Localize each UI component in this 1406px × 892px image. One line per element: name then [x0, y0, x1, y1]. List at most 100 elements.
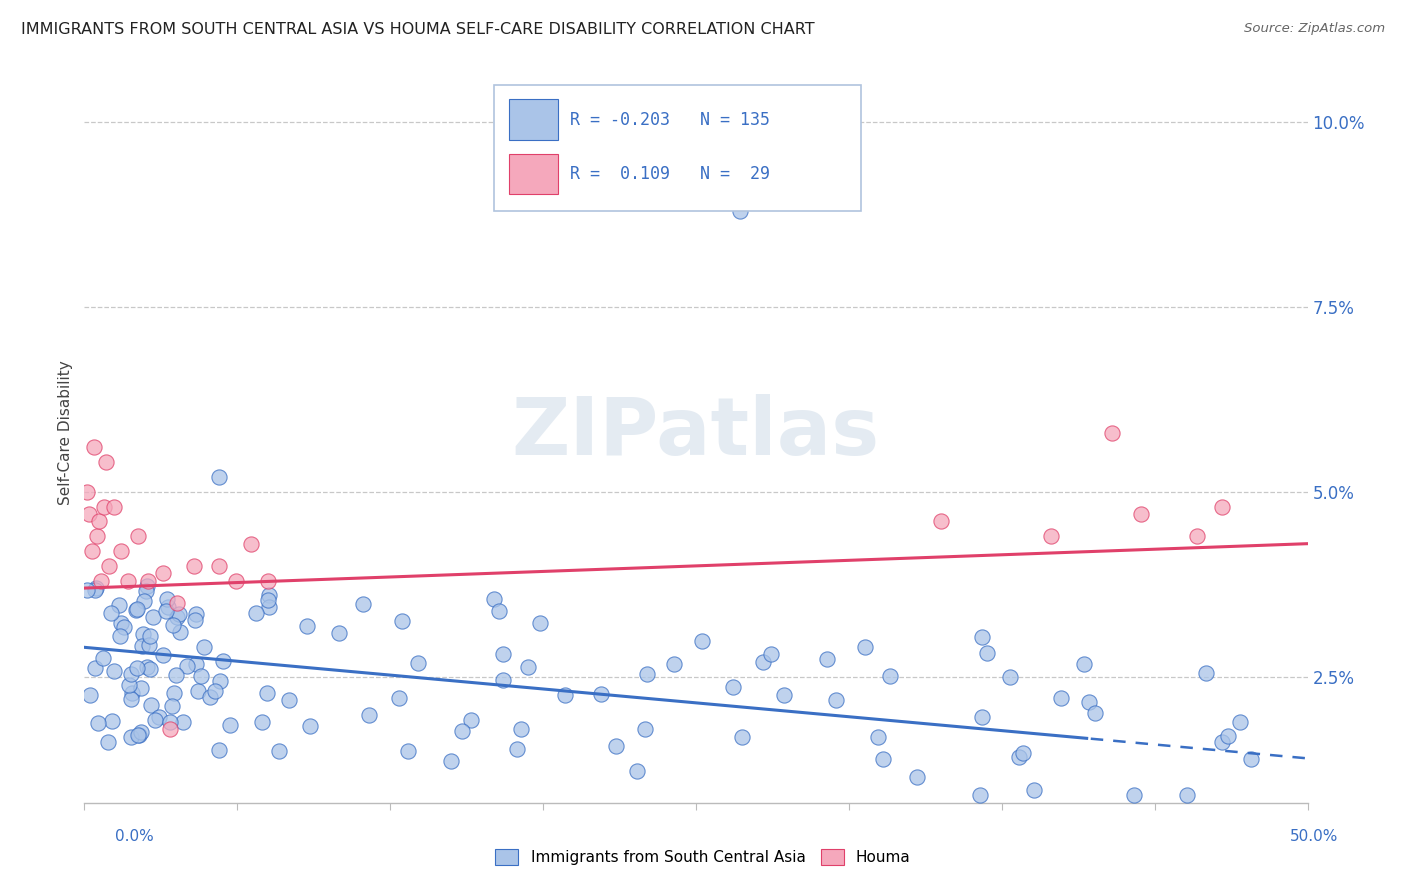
Point — [127, 529, 149, 543]
Text: 50.0%: 50.0% — [1291, 830, 1339, 844]
Point — [87, 715, 110, 730]
Point — [129, 725, 152, 739]
Point — [132, 594, 155, 608]
Point — [245, 606, 267, 620]
Point — [155, 604, 177, 618]
Point — [879, 669, 901, 683]
Point — [391, 615, 413, 629]
Point — [97, 558, 120, 573]
Point — [166, 609, 188, 624]
Point — [90, 574, 112, 588]
Point — [121, 686, 143, 700]
Point — [728, 203, 751, 218]
Point — [93, 500, 115, 514]
Point — [692, 634, 714, 648]
Point — [110, 544, 132, 558]
Point — [976, 646, 998, 660]
Point — [357, 707, 380, 722]
Point — [969, 788, 991, 802]
Point — [83, 441, 105, 455]
Point — [396, 744, 419, 758]
FancyBboxPatch shape — [509, 99, 558, 140]
Point — [141, 698, 163, 713]
Point — [127, 727, 149, 741]
Point — [1211, 735, 1233, 749]
Point — [187, 683, 209, 698]
Point — [269, 744, 291, 758]
Point — [510, 722, 533, 736]
Point — [77, 507, 100, 521]
Point — [554, 688, 576, 702]
Point — [1039, 529, 1062, 543]
Point — [208, 673, 231, 688]
Point — [1024, 782, 1046, 797]
Point — [488, 604, 510, 618]
Point — [120, 667, 142, 681]
Point — [460, 713, 482, 727]
Point — [239, 537, 262, 551]
Point — [328, 626, 350, 640]
Point — [118, 678, 141, 692]
Point — [198, 690, 221, 705]
Point — [135, 583, 157, 598]
Point — [257, 588, 280, 602]
Point — [1050, 690, 1073, 705]
Point — [183, 558, 205, 573]
Point — [145, 713, 167, 727]
Point — [159, 722, 181, 736]
Point — [159, 714, 181, 729]
Point — [824, 692, 846, 706]
Point — [87, 515, 110, 529]
Point — [634, 723, 657, 737]
Point — [162, 686, 184, 700]
Point — [1187, 529, 1209, 543]
Point — [257, 600, 280, 615]
Point — [529, 615, 551, 630]
Point — [127, 661, 149, 675]
Point — [1229, 715, 1251, 730]
Point — [773, 688, 796, 702]
Point — [388, 691, 411, 706]
Point — [482, 592, 505, 607]
Point — [79, 688, 101, 702]
Point — [1123, 789, 1146, 803]
Point — [492, 648, 515, 662]
Point — [176, 659, 198, 673]
Point — [101, 714, 124, 729]
Point — [970, 630, 993, 644]
Y-axis label: Self-Care Disability: Self-Care Disability — [58, 360, 73, 505]
Point — [451, 724, 474, 739]
Point — [138, 629, 160, 643]
Point — [257, 592, 280, 607]
Point — [184, 607, 207, 621]
Point — [108, 599, 131, 613]
Point — [83, 661, 105, 675]
Point — [129, 681, 152, 695]
Point — [167, 607, 190, 621]
Point — [117, 574, 139, 588]
Point — [138, 661, 160, 675]
Point — [166, 596, 188, 610]
Point — [184, 613, 207, 627]
Point — [108, 629, 131, 643]
Point — [1240, 752, 1263, 766]
Point — [100, 606, 122, 620]
Point — [138, 638, 160, 652]
Point — [664, 657, 686, 671]
Point — [97, 735, 120, 749]
Point — [589, 687, 612, 701]
Point — [212, 654, 235, 668]
Point — [110, 615, 132, 630]
Point — [731, 731, 754, 745]
Text: R = -0.203   N = 135: R = -0.203 N = 135 — [569, 112, 770, 129]
Point — [204, 684, 226, 698]
Point — [84, 581, 107, 595]
FancyBboxPatch shape — [509, 153, 558, 194]
Point — [440, 754, 463, 768]
Point — [853, 640, 876, 655]
Point — [76, 484, 98, 499]
Point — [929, 515, 952, 529]
Point — [152, 566, 174, 581]
Point — [190, 669, 212, 683]
Point — [277, 692, 299, 706]
